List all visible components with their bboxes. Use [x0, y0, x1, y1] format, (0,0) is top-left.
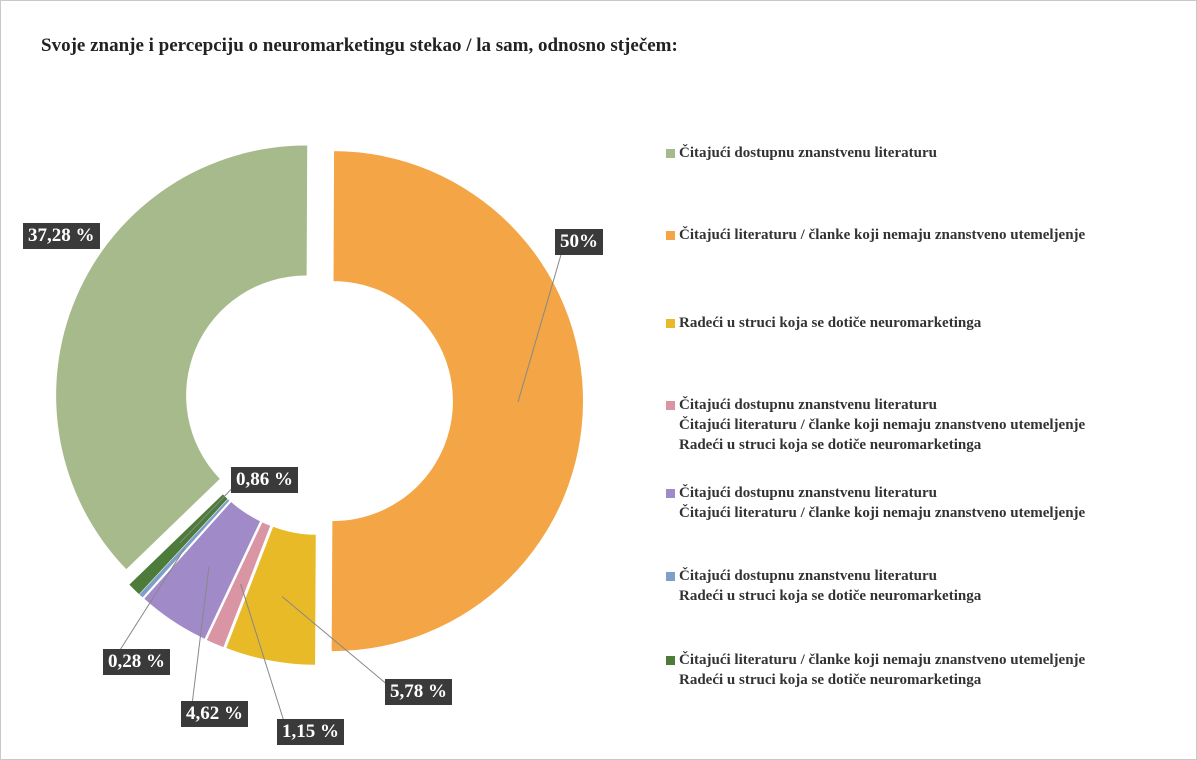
- donut-slice: [226, 526, 316, 665]
- legend-label: Čitajući literaturu / članke koji nemaju…: [679, 227, 1086, 243]
- legend-swatch: [666, 401, 675, 410]
- leader-line: [517, 240, 566, 403]
- legend-swatch: [666, 149, 675, 158]
- donut-slice: [206, 522, 271, 648]
- legend-swatch: [666, 656, 675, 665]
- legend-label: Čitajući dostupnu znanstvenu literaturu …: [679, 485, 1086, 521]
- data-label: 50%: [555, 229, 603, 255]
- data-label: 5,78 %: [385, 679, 452, 705]
- legend-swatch: [666, 319, 675, 328]
- data-label: 1,15 %: [277, 719, 344, 745]
- legend-swatch: [666, 231, 675, 240]
- legend-swatch: [666, 489, 675, 498]
- donut-slice: [144, 501, 261, 639]
- legend-label: Čitajući literaturu / članke koji nemaju…: [679, 652, 1086, 688]
- data-label: 0,86 %: [231, 467, 298, 493]
- data-label: 4,62 %: [181, 701, 248, 727]
- leader-line: [190, 566, 210, 714]
- legend-label: Čitajući dostupnu znanstvenu literaturu …: [679, 568, 982, 604]
- legend-label: Radeći u struci koja se dotiče neuromark…: [679, 315, 982, 331]
- legend-swatch: [666, 572, 675, 581]
- data-label: 37,28 %: [23, 223, 100, 249]
- leader-line: [240, 583, 288, 732]
- chart-title: Svoje znanje i percepciju o neuromarketi…: [41, 35, 678, 56]
- leader-line: [179, 478, 242, 544]
- legend-label: Čitajući dostupnu znanstvenu literaturu: [679, 145, 937, 161]
- donut-slice: [331, 151, 584, 652]
- leader-line: [112, 547, 186, 662]
- leader-line: [281, 596, 396, 692]
- legend-label: Čitajući dostupnu znanstvenu literaturu …: [679, 397, 1086, 453]
- data-label: 0,28 %: [103, 649, 170, 675]
- donut-slice: [56, 145, 308, 570]
